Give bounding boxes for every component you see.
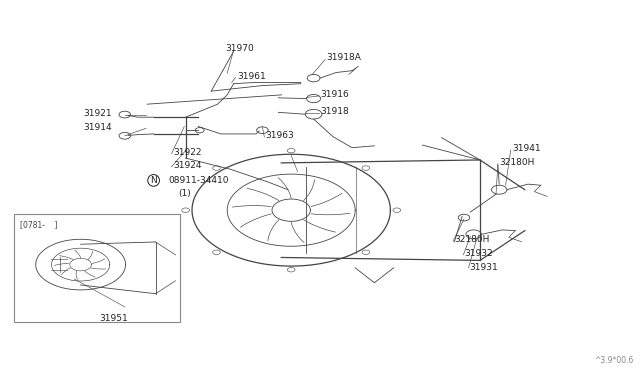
Text: 31924: 31924 xyxy=(173,161,202,170)
Text: 31931: 31931 xyxy=(470,263,499,272)
Text: 31961: 31961 xyxy=(237,72,266,81)
Text: 31914: 31914 xyxy=(83,123,112,132)
Text: [0781-    ]: [0781- ] xyxy=(20,221,58,230)
Text: 32180H: 32180H xyxy=(454,235,490,244)
Text: 32180H: 32180H xyxy=(499,158,534,167)
Bar xyxy=(14,214,180,322)
Text: 31916: 31916 xyxy=(320,90,349,99)
Circle shape xyxy=(212,166,220,170)
Circle shape xyxy=(393,208,401,212)
Circle shape xyxy=(212,250,220,254)
Text: 31963: 31963 xyxy=(266,131,294,140)
Text: ^3.9*00.6: ^3.9*00.6 xyxy=(594,356,634,365)
Circle shape xyxy=(287,267,295,272)
Text: 31951: 31951 xyxy=(99,314,128,323)
Circle shape xyxy=(287,148,295,153)
Text: 31921: 31921 xyxy=(83,109,112,118)
Text: (1): (1) xyxy=(178,189,191,198)
Text: 08911-34410: 08911-34410 xyxy=(168,176,229,185)
Circle shape xyxy=(362,166,370,170)
Text: 31918: 31918 xyxy=(320,107,349,116)
Text: N: N xyxy=(150,176,157,185)
Circle shape xyxy=(182,208,189,212)
Text: 31922: 31922 xyxy=(173,148,202,157)
Text: 31941: 31941 xyxy=(512,144,541,153)
Text: 31918A: 31918A xyxy=(326,53,361,62)
Text: 31932: 31932 xyxy=(465,249,493,258)
Circle shape xyxy=(362,250,370,254)
Text: 31970: 31970 xyxy=(225,44,254,53)
